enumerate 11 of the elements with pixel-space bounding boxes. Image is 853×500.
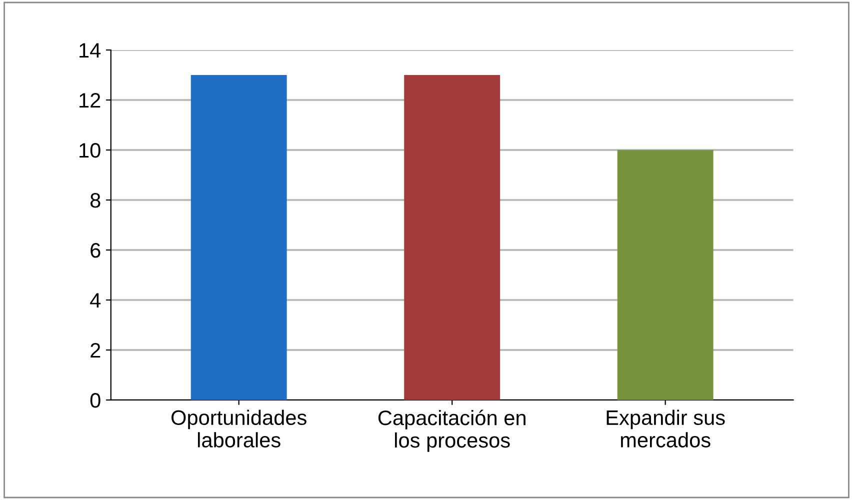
- y-tick-label: 12: [80, 93, 100, 108]
- y-tick-label: 6: [90, 243, 100, 258]
- y-tick-label: 14: [80, 43, 101, 58]
- x-tick-label: Oportunidades laborales: [172, 410, 306, 448]
- y-tick-label: 2: [90, 343, 100, 358]
- y-tick-label: 8: [90, 193, 100, 208]
- y-tick-label: 0: [90, 393, 100, 408]
- y-tick-label: 10: [80, 143, 100, 158]
- x-tick-label: Expandir sus mercados: [606, 410, 725, 448]
- x-tick-label: Capacitación en los procesos: [378, 410, 526, 452]
- y-tick-label: 4: [90, 293, 101, 308]
